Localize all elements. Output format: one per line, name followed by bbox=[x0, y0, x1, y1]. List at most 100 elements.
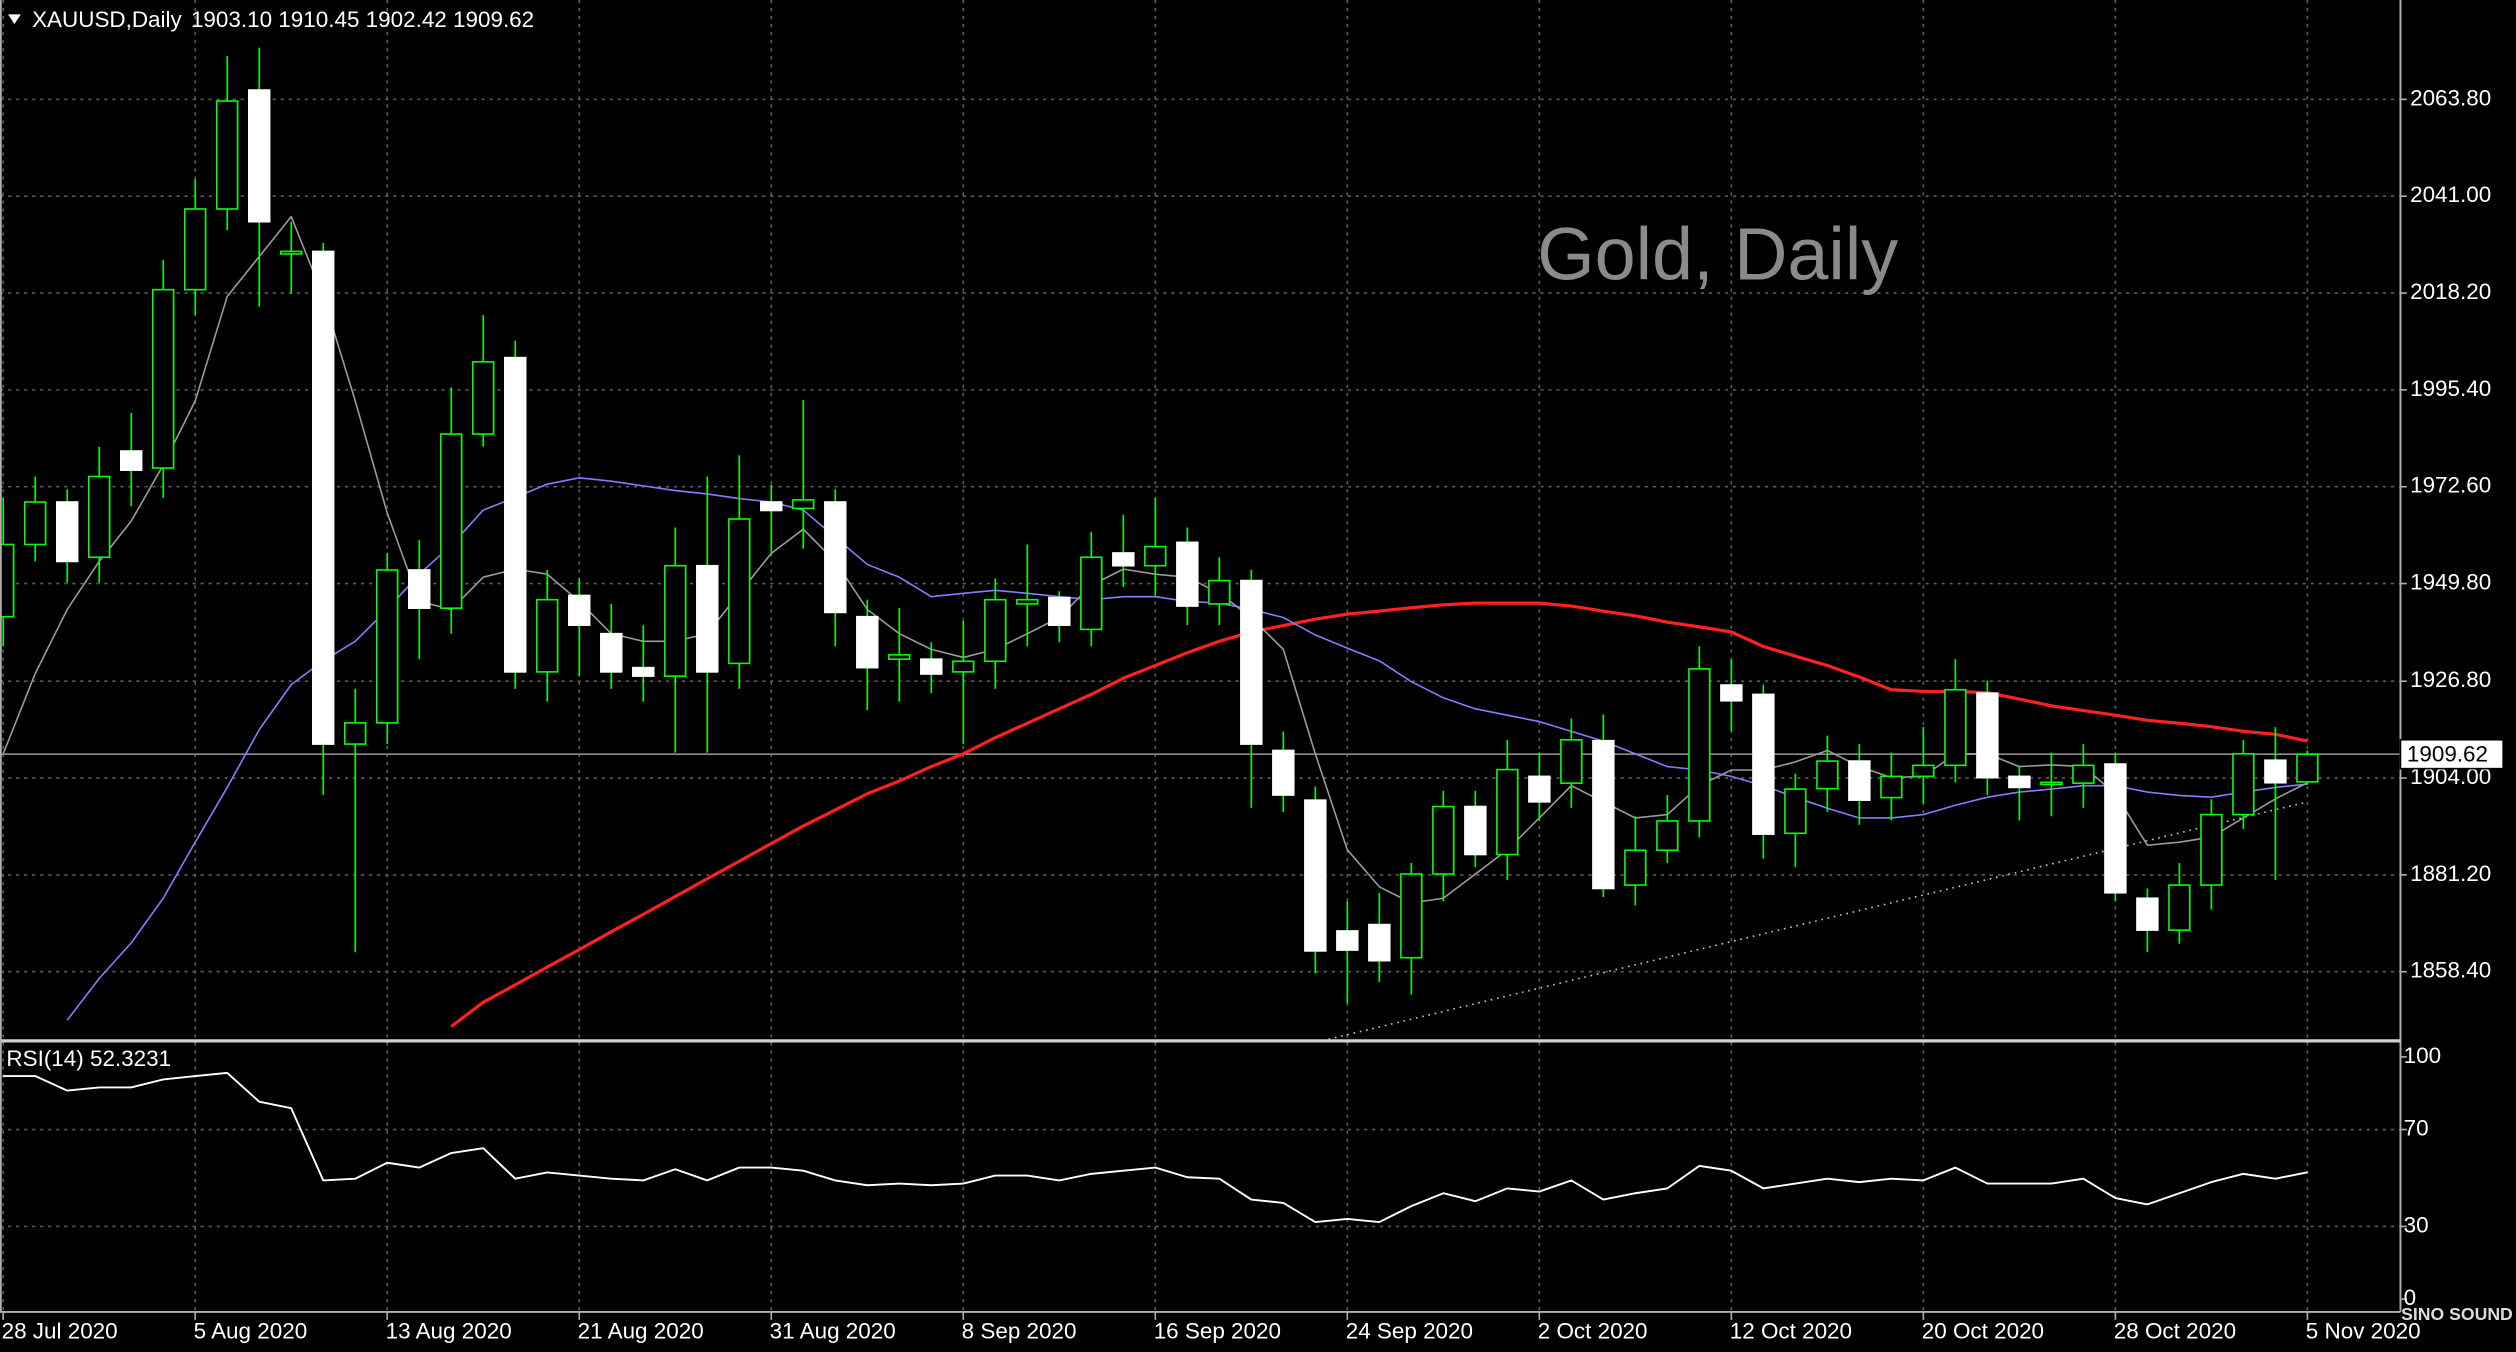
candle-body bbox=[856, 615, 879, 669]
candle-body bbox=[472, 361, 495, 435]
candle-body bbox=[1752, 693, 1775, 835]
y-tick-label: 2018.20 bbox=[2410, 279, 2491, 304]
candle-body bbox=[440, 433, 463, 609]
candle-body bbox=[1624, 849, 1647, 886]
logo: SINO SOUND bbox=[2401, 1304, 2513, 1324]
candle-body bbox=[2264, 759, 2287, 784]
candle-body bbox=[1464, 805, 1487, 856]
candle-body bbox=[696, 564, 719, 673]
candle-body bbox=[728, 518, 751, 665]
candle-body bbox=[2232, 753, 2255, 816]
candle-body bbox=[984, 598, 1007, 663]
candle-body bbox=[1528, 775, 1551, 803]
candle-body bbox=[1016, 598, 1039, 605]
candle-body bbox=[2040, 781, 2063, 786]
candle-body bbox=[1848, 760, 1871, 801]
y-tick-label: 1881.20 bbox=[2410, 861, 2491, 886]
candle-body bbox=[2200, 813, 2223, 886]
rsi-line bbox=[3, 1071, 2308, 1224]
candle-body bbox=[2168, 884, 2191, 931]
price-panel bbox=[0, 47, 2401, 1028]
y-tick-label: 100 bbox=[2404, 1043, 2441, 1068]
candle-body bbox=[1144, 545, 1167, 567]
candle-body bbox=[215, 100, 239, 210]
candle-body bbox=[1176, 541, 1199, 607]
y-tick-label: 1972.60 bbox=[2410, 473, 2491, 498]
candle-body bbox=[55, 501, 79, 563]
symbol-title: XAUUSD,Daily bbox=[32, 7, 182, 32]
candle-body bbox=[247, 89, 271, 223]
last-price-box bbox=[2399, 738, 2504, 770]
x-tick-label: 12 Oct 2020 bbox=[1730, 1319, 1852, 1344]
y-tick-label: 1995.40 bbox=[2410, 376, 2491, 401]
rsi-panel bbox=[3, 1071, 2308, 1224]
candle-body bbox=[600, 632, 623, 673]
candle-body bbox=[920, 658, 943, 675]
candle-body bbox=[504, 356, 527, 673]
x-tick-label: 28 Jul 2020 bbox=[2, 1319, 118, 1344]
candle-body bbox=[1592, 739, 1615, 890]
candle-body bbox=[1976, 692, 1999, 779]
x-tick-label: 5 Aug 2020 bbox=[194, 1319, 308, 1344]
candle-body bbox=[312, 250, 335, 745]
candle-body bbox=[824, 501, 847, 614]
y-tick-label: 1858.40 bbox=[2410, 958, 2491, 983]
candle-body bbox=[1208, 579, 1231, 605]
y-tick-label: 0 bbox=[2404, 1285, 2416, 1310]
candle-body bbox=[1944, 688, 1967, 767]
y-tick-label: 1926.80 bbox=[2410, 667, 2491, 692]
y-tick-label: 2041.00 bbox=[2410, 182, 2491, 207]
ohlc-text: 1903.10 1910.45 1902.42 1909.62 bbox=[191, 7, 534, 32]
x-tick-label: 13 Aug 2020 bbox=[386, 1319, 512, 1344]
candle-body bbox=[1432, 805, 1455, 875]
candle-body bbox=[2104, 763, 2127, 894]
candle-body bbox=[344, 722, 367, 745]
candle-body bbox=[1368, 923, 1391, 962]
candle-body bbox=[280, 250, 303, 255]
candle-body bbox=[1880, 775, 1903, 799]
y-tick-label: 30 bbox=[2404, 1212, 2429, 1237]
candle-body bbox=[2072, 764, 2095, 784]
x-tick-label: 2 Oct 2020 bbox=[1538, 1319, 1648, 1344]
candle-body bbox=[2296, 753, 2319, 783]
candle-body bbox=[23, 501, 47, 546]
y-tick-label: 1949.80 bbox=[2410, 569, 2491, 594]
x-tick-label: 20 Oct 2020 bbox=[1922, 1319, 2044, 1344]
x-tick-label: 16 Sep 2020 bbox=[1154, 1319, 1281, 1344]
x-tick-label: 28 Oct 2020 bbox=[2114, 1319, 2236, 1344]
watermark: Gold, Daily bbox=[1537, 212, 1898, 295]
candle-body bbox=[1080, 556, 1103, 631]
candle-body bbox=[119, 450, 143, 471]
candle-body bbox=[1784, 788, 1807, 835]
candle-body bbox=[2008, 775, 2031, 789]
candle-body bbox=[632, 666, 655, 677]
candle-body bbox=[1112, 552, 1135, 567]
candle-body bbox=[1496, 768, 1519, 856]
candle-body bbox=[183, 208, 207, 291]
candle-body bbox=[1560, 739, 1583, 784]
y-tick-label: 70 bbox=[2404, 1115, 2429, 1140]
candle-body bbox=[0, 543, 15, 618]
x-tick-label: 31 Aug 2020 bbox=[770, 1319, 896, 1344]
x-tick-label: 21 Aug 2020 bbox=[578, 1319, 704, 1344]
last-price-label: 1909.62 bbox=[2407, 742, 2488, 767]
candle-body bbox=[1240, 579, 1263, 745]
candle-body bbox=[1048, 596, 1071, 626]
candle-body bbox=[1304, 799, 1327, 952]
y-tick-label: 2063.80 bbox=[2410, 85, 2491, 110]
candle-body bbox=[568, 594, 591, 626]
candle-body bbox=[792, 499, 815, 510]
trend-line bbox=[1328, 801, 2308, 1041]
candle-body bbox=[408, 569, 431, 609]
candle-body bbox=[1336, 930, 1359, 951]
candle-body bbox=[664, 564, 687, 677]
x-tick-label: 5 Nov 2020 bbox=[2306, 1319, 2421, 1344]
candle-body bbox=[376, 569, 399, 724]
candle-body bbox=[87, 475, 111, 559]
candle-body bbox=[1656, 820, 1679, 852]
menu-arrow[interactable] bbox=[8, 14, 21, 25]
candle-body bbox=[1912, 764, 1935, 778]
candle-body bbox=[1400, 873, 1423, 959]
grid-layer bbox=[0, 0, 2401, 1312]
